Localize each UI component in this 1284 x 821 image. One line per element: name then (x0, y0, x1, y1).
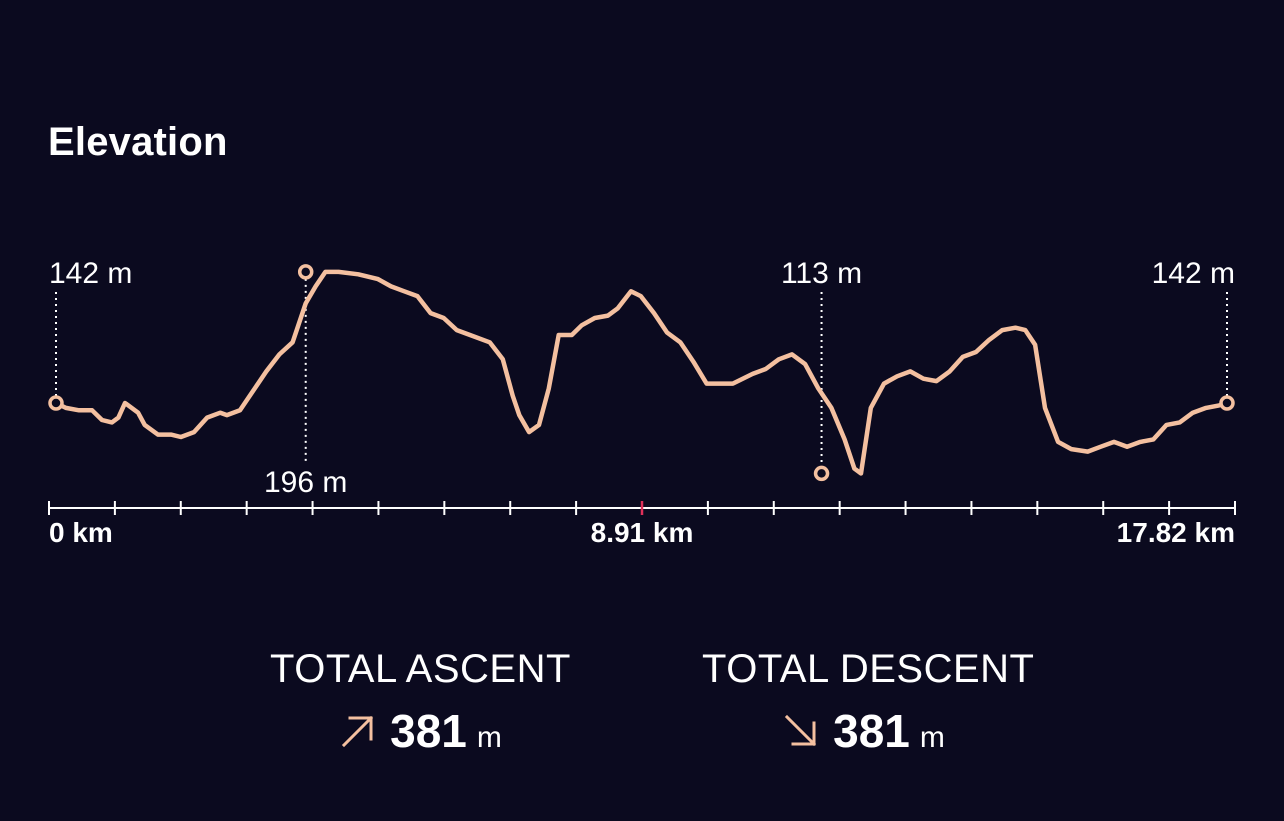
annotation-point (1219, 395, 1235, 411)
axis-tick-label: 17.82 km (1117, 517, 1235, 548)
total-descent-label: TOTAL DESCENT (702, 647, 1035, 691)
arrow-down-right-icon (785, 714, 817, 747)
distance-axis: 0 km 8.91 km 17.82 km (48, 501, 1236, 548)
annotation-label: 142 m (1152, 257, 1235, 290)
total-descent: TOTAL DESCENT 381 m (702, 645, 1035, 757)
total-ascent-unit: m (476, 721, 502, 754)
total-ascent: TOTAL ASCENT 381 m (270, 645, 570, 757)
annotation-markers: 142 m 196 m 113 m 142 m (49, 257, 1235, 499)
annotation-point (48, 395, 64, 411)
annotation-point (813, 465, 830, 482)
total-ascent-label: TOTAL ASCENT (270, 647, 571, 691)
annotation-label: 142 m (49, 257, 132, 290)
annotation-label: 113 m (781, 257, 862, 290)
arrow-up-right-icon (342, 715, 374, 748)
axis-tick-label: 8.91 km (591, 517, 694, 548)
axis-tick-label: 0 km (49, 517, 113, 548)
annotation-label: 196 m (264, 466, 347, 499)
total-descent-value: 381 (833, 705, 910, 757)
annotation-points (48, 264, 1235, 482)
chart-title: Elevation (48, 120, 228, 164)
annotation-point (297, 264, 314, 280)
total-descent-unit: m (919, 721, 945, 754)
total-ascent-value: 381 (390, 705, 467, 757)
elevation-line (53, 269, 1230, 476)
